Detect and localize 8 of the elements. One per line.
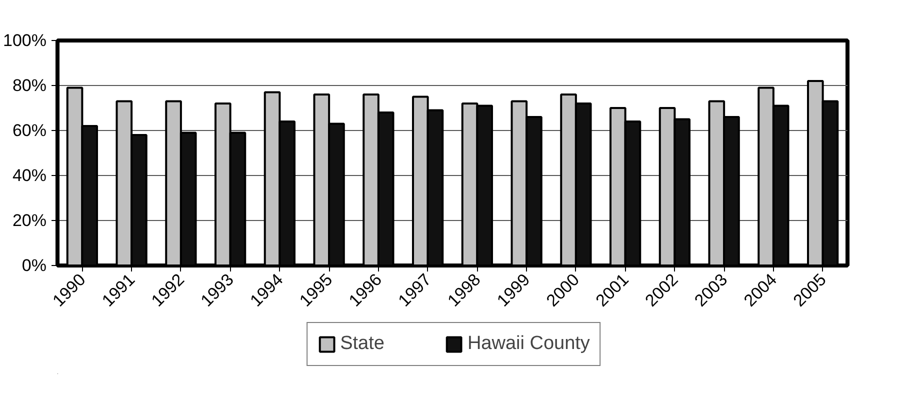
legend-label: Hawaii County: [467, 333, 590, 355]
y-tick-label: 20%: [12, 211, 47, 230]
y-tick-label: 60%: [12, 121, 47, 140]
y-tick-label: 40%: [12, 166, 47, 185]
y-tick-label: 80%: [12, 76, 47, 95]
legend-label: State: [340, 333, 384, 355]
y-tick-label: 0%: [22, 256, 47, 275]
y-tick-label: 100%: [3, 31, 47, 50]
